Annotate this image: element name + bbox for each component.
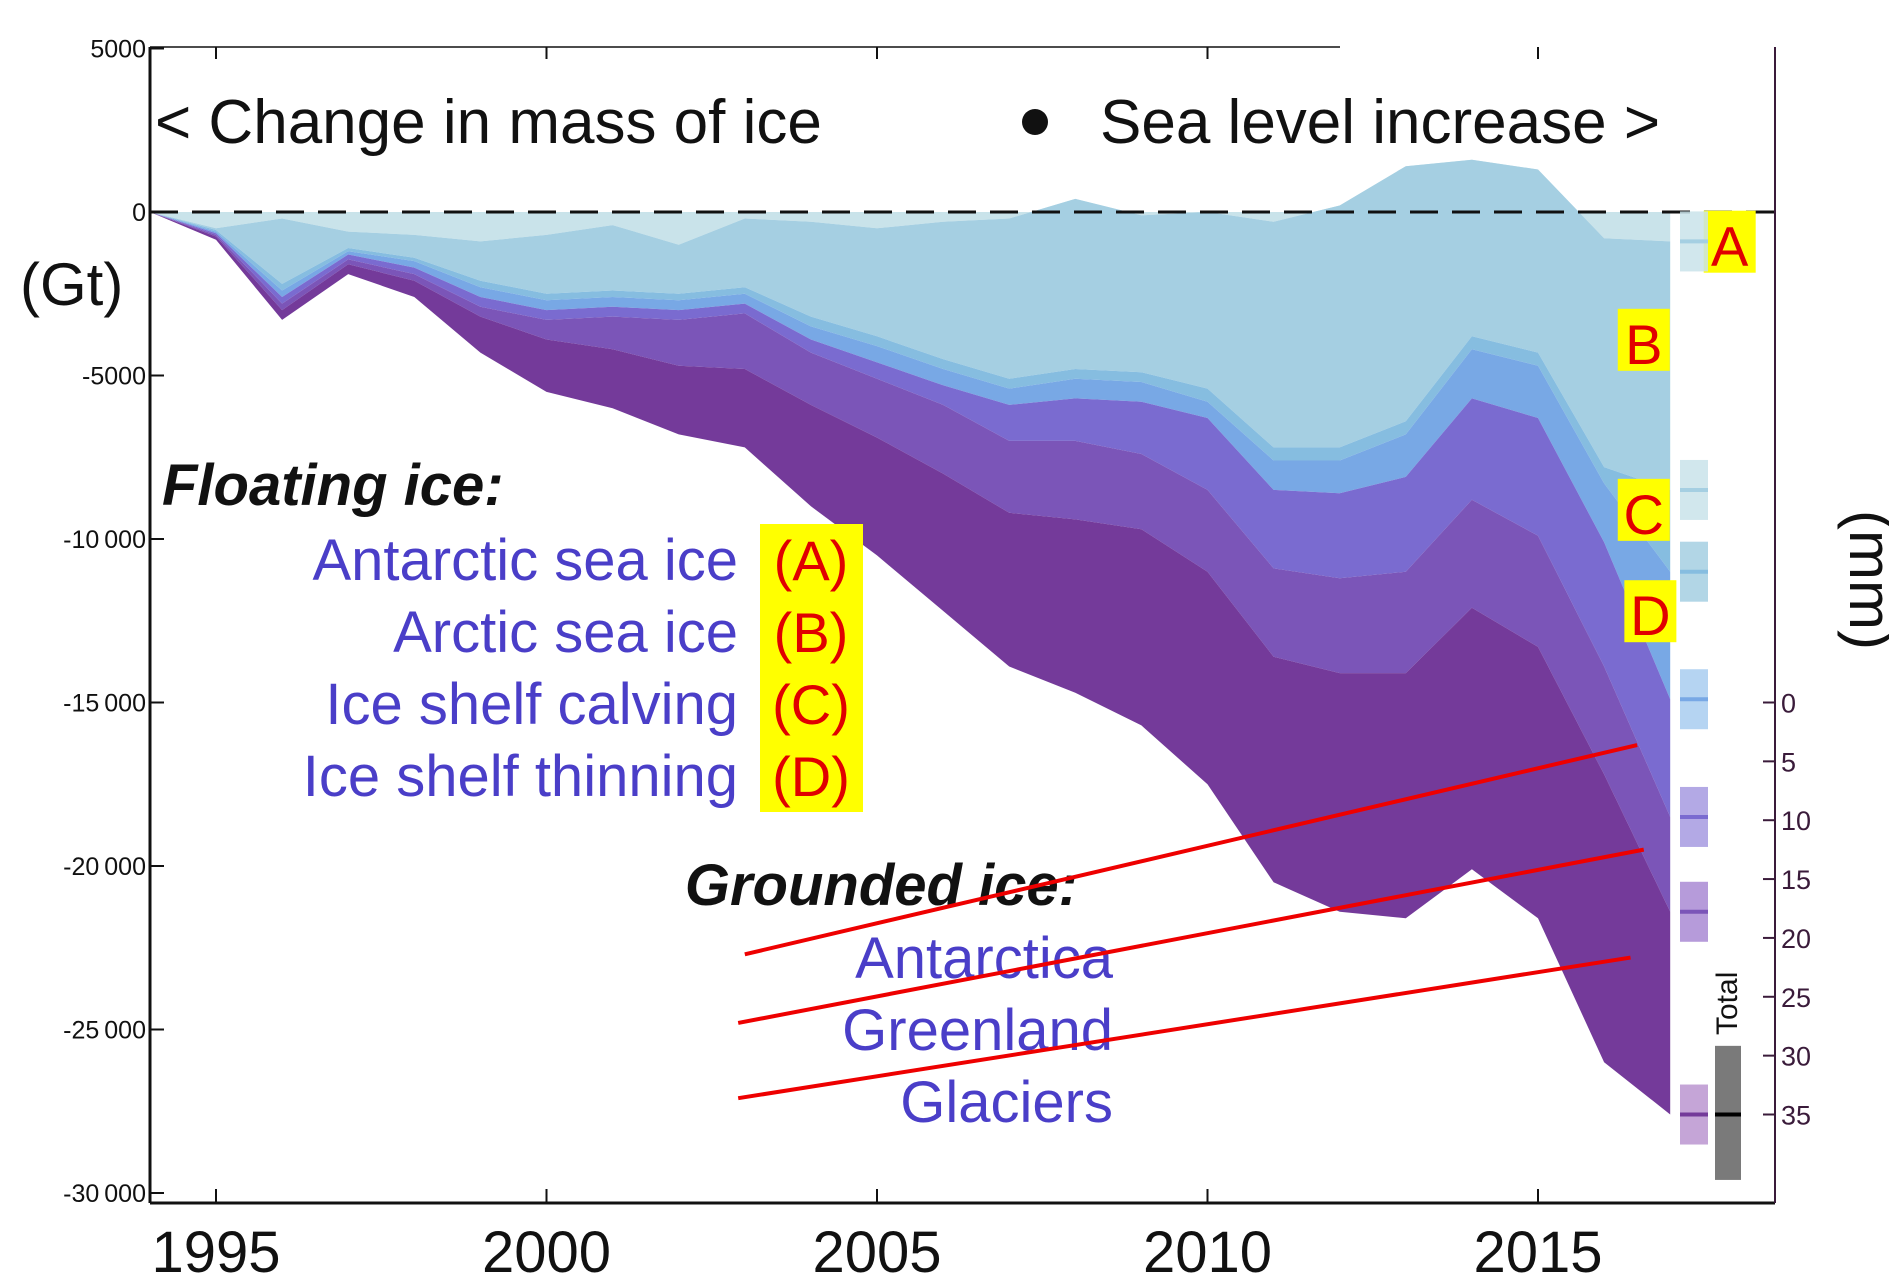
legend-grounded-label: Glaciers (900, 1070, 1113, 1135)
mm-tick-label: 30 (1781, 1042, 1811, 1072)
area-tag-bg (1617, 478, 1670, 541)
legend-floating-header: Floating ice: (162, 453, 504, 518)
x-tick-label: 1995 (151, 1220, 280, 1285)
legend-tag-bg (760, 740, 863, 812)
mm-tick-label: 10 (1781, 806, 1811, 836)
y-tick-label: -20 000 (63, 853, 146, 881)
x-tick-label: 2005 (812, 1220, 941, 1285)
legend-tag-bg (760, 668, 863, 740)
legend-tag: (C) (772, 673, 850, 736)
legend-grounded-label: Greenland (842, 998, 1113, 1063)
area-antarctic-sea-ice (149, 159, 1671, 245)
title-separator-dot (1022, 109, 1048, 135)
x-tick-label: 2010 (1143, 1220, 1272, 1285)
mm-tick-label: 15 (1781, 865, 1811, 895)
y-tick-label: -15 000 (63, 690, 146, 718)
legend-grounded-header: Grounded ice: (685, 853, 1078, 918)
title-right: Sea level increase > (1100, 88, 1660, 157)
mm-tick-label: 25 (1781, 983, 1811, 1013)
area-tag-a: A (1711, 215, 1749, 278)
total-label: Total (1711, 972, 1744, 1035)
legend-tag-bg (760, 596, 863, 668)
y-axis-label: (Gt) (20, 251, 123, 318)
y-tick-label: -5000 (82, 363, 146, 391)
y-tick-label: -30 000 (63, 1180, 146, 1208)
area-tag-bg (1703, 210, 1756, 273)
legend-floating-label: Ice shelf thinning (303, 744, 738, 809)
area-ice-shelf-thinning (149, 212, 1671, 700)
area-arctic-sea-ice (149, 159, 1671, 490)
area-antarctica (149, 212, 1671, 817)
x-tick-label: 2015 (1473, 1220, 1602, 1285)
mm-tick-label: 20 (1781, 924, 1811, 954)
pointer-line-antarctica (744, 743, 1638, 957)
y-tick-label: 0 (132, 199, 146, 227)
y-tick-label: -25 000 (63, 1017, 146, 1045)
legend-floating-label: Antarctic sea ice (312, 528, 738, 593)
pointer-line-glaciers (737, 955, 1631, 1101)
area-glaciers (149, 212, 1671, 1115)
area-tag-b: B (1625, 313, 1662, 376)
area-tag-d: D (1630, 584, 1670, 647)
mm-tick-label: 5 (1781, 747, 1796, 777)
mm-tick-label: 35 (1781, 1100, 1811, 1130)
y-tick-label: 5000 (90, 36, 146, 64)
area-tag-bg (1624, 580, 1677, 643)
pointer-line-greenland (737, 847, 1645, 1025)
legend-floating-label: Ice shelf calving (325, 672, 738, 737)
y-tick-label: -10 000 (63, 526, 146, 554)
y-axis-label-right: (mm) (1837, 510, 1889, 650)
legend-floating-label: Arctic sea ice (393, 600, 738, 665)
legend-tag: (A) (774, 529, 849, 592)
legend-tag-bg (760, 524, 863, 596)
x-tick-label: 2000 (482, 1220, 611, 1285)
title-left: < Change in mass of ice (155, 88, 822, 157)
legend-tag: (D) (772, 745, 850, 808)
area-tag-bg (1617, 308, 1670, 371)
area-tag-c: C (1624, 483, 1664, 546)
mm-tick-label: 0 (1781, 689, 1796, 719)
legend-tag: (B) (774, 601, 849, 664)
